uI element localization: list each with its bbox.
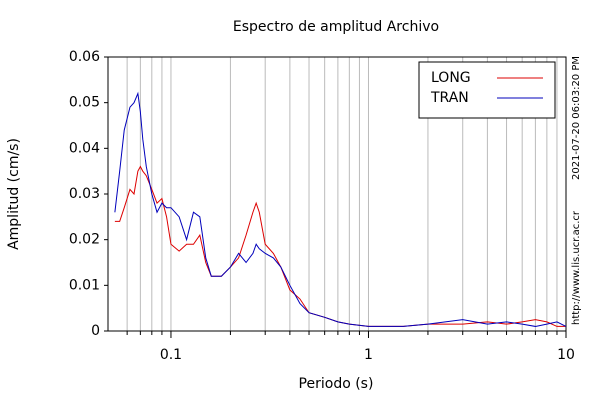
y-tick-label: 0.05 xyxy=(69,95,100,111)
y-tick-label: 0.06 xyxy=(69,49,100,65)
series-line xyxy=(114,91,567,327)
chart-title: Espectro de amplitud Archivo xyxy=(233,19,439,35)
y-tick-label: 0.03 xyxy=(69,186,100,202)
legend-label: LONG xyxy=(431,70,471,86)
source-url: http://www.lis.ucr.ac.cr xyxy=(571,210,582,325)
y-tick-label: 0.04 xyxy=(69,140,100,156)
x-tick-label: 1 xyxy=(364,347,373,363)
y-axis-label: Amplitud (cm/s) xyxy=(6,138,22,250)
y-tick-label: 0 xyxy=(91,323,100,339)
legend-label: TRAN xyxy=(430,90,469,106)
timestamp: 2021-07-20 06:03:20 PM xyxy=(571,56,582,180)
series-line xyxy=(114,165,566,327)
plot-frame xyxy=(107,56,567,332)
y-tick-label: 0.02 xyxy=(69,232,100,248)
x-tick-label: 0.1 xyxy=(160,347,182,363)
legend-box xyxy=(418,61,556,119)
x-tick-label: 10 xyxy=(557,347,575,363)
y-tick-label: 0.01 xyxy=(69,277,100,293)
x-axis-label: Periodo (s) xyxy=(299,376,374,392)
